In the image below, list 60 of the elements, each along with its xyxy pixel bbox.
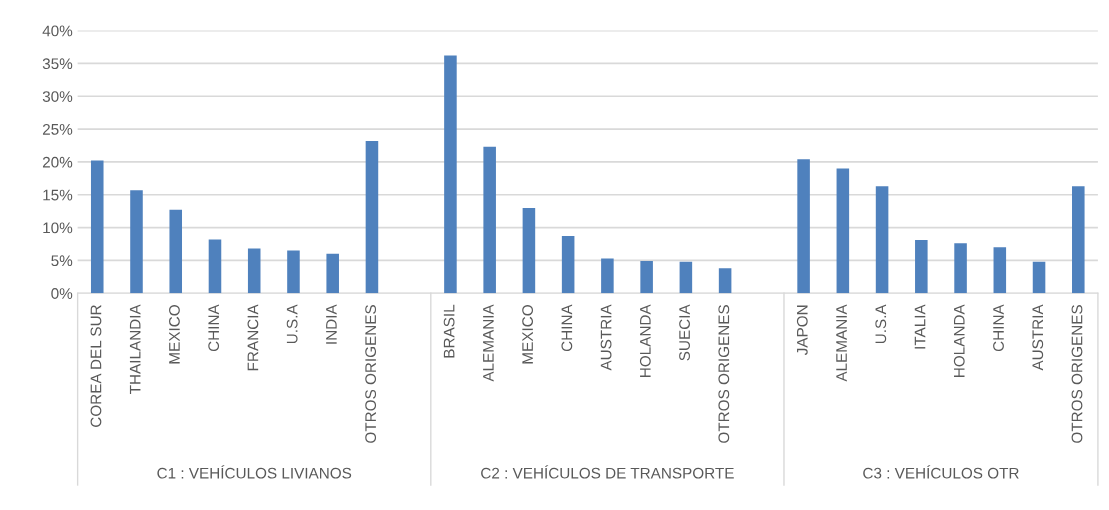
- x-tick-label: FRANCIA: [247, 304, 259, 371]
- x-tick-label: OTROS ORIGENES: [1071, 305, 1083, 443]
- bar: [601, 258, 614, 294]
- text: C1 : VEHÍCULOS LIVIANOS: [157, 465, 352, 479]
- x-tick-label: OTROS ORIGENES: [365, 305, 377, 443]
- x-tick-label: U.S.A: [286, 304, 298, 344]
- bar: [679, 261, 693, 294]
- x-tick-label: BRASIL: [443, 304, 455, 358]
- bar: [915, 240, 928, 294]
- x-tick-label: ALEMANIA: [483, 304, 494, 382]
- bar: [169, 209, 183, 294]
- y-tick-label: 25%: [42, 123, 73, 135]
- bar: [836, 168, 850, 294]
- x-tick-label: ALEMANIA: [836, 304, 847, 382]
- bar: [247, 248, 261, 294]
- x-tick-label: HOLANDA: [953, 304, 965, 377]
- x-tick-label: U.S.A: [875, 304, 887, 344]
- x-tick-label: INDIA: [326, 304, 337, 344]
- x-tick-label: AUSTRIA: [600, 304, 612, 371]
- bar: [208, 239, 222, 294]
- x-tick-label: OTROS ORIGENES: [718, 305, 730, 443]
- bar: [993, 247, 1007, 294]
- y-tick-label: 20%: [42, 156, 73, 168]
- x-tick-label: COREA DEL SUR: [90, 305, 102, 427]
- y-tick-label: 15%: [43, 189, 73, 201]
- x-tick-label: CHINA: [561, 304, 573, 352]
- x-tick-label: AUSTRIA: [1032, 304, 1044, 371]
- x-tick-label: THAILANDIA: [129, 304, 141, 395]
- x-tick-label: ITALIA: [914, 304, 926, 349]
- y-tick-label: 40%: [42, 25, 73, 37]
- bar: [90, 160, 104, 294]
- x-tick-label: JAPON: [796, 305, 808, 356]
- y-tick-label: 10%: [43, 222, 73, 234]
- bar: [561, 236, 575, 294]
- y-tick-label: 0%: [51, 288, 73, 299]
- x-tick-label: CHINA: [208, 304, 220, 352]
- bar: [1072, 186, 1085, 294]
- y-tick-label: 35%: [42, 58, 73, 70]
- bar: [718, 268, 732, 294]
- bar: [954, 243, 967, 294]
- x-tick-label: MEXICO: [522, 305, 534, 364]
- bar: [326, 253, 339, 294]
- x-tick-label: MEXICO: [169, 305, 180, 364]
- y-tick-label: 30%: [42, 91, 73, 102]
- bar: [797, 159, 810, 294]
- text: C2 : VEHÍCULOS DE TRANSPORTE: [481, 465, 734, 479]
- bar: [130, 190, 143, 294]
- x-tick-label: HOLANDA: [639, 304, 651, 377]
- bar: [444, 55, 457, 294]
- bar: [483, 146, 496, 294]
- bar: [1032, 261, 1046, 294]
- bar: [522, 207, 536, 294]
- bar: [640, 261, 653, 294]
- y-tick-label: 5%: [51, 255, 73, 267]
- bar: [875, 186, 889, 294]
- bar: [365, 140, 379, 294]
- x-tick-label: CHINA: [993, 304, 1004, 352]
- bar: [287, 250, 300, 294]
- x-tick-label: SUECIA: [679, 304, 690, 361]
- text: C3 : VEHÍCULOS OTR: [863, 465, 1019, 479]
